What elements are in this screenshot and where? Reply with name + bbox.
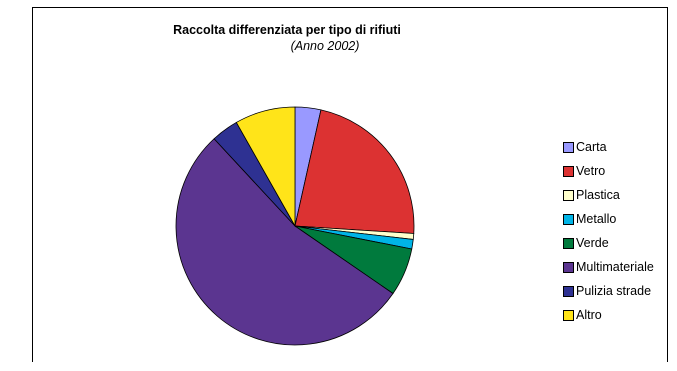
legend-swatch <box>563 237 574 249</box>
legend-swatch <box>563 189 574 201</box>
legend-label: Pulizia strade <box>576 284 652 298</box>
pie-slice-multimateriale <box>175 138 394 346</box>
legend-label: Altro <box>576 308 602 322</box>
legend-swatch <box>563 141 574 153</box>
legend-item-carta: Carta <box>563 135 654 159</box>
legend-label: Carta <box>576 140 607 154</box>
legend-item-plastica: Plastica <box>563 183 654 207</box>
legend-swatch <box>563 213 574 225</box>
legend-label: Vetro <box>576 164 606 178</box>
legend-label: Plastica <box>576 188 620 202</box>
legend-swatch <box>563 165 574 177</box>
legend-item-vetro: Vetro <box>563 159 654 183</box>
legend-item-altro: Altro <box>563 303 654 327</box>
chart-title: Raccolta differenziata per tipo di rifiu… <box>173 23 401 37</box>
legend: Carta Vetro Plastica Metallo Verde Multimater… <box>563 135 654 327</box>
legend-item-verde: Verde <box>563 231 654 255</box>
legend-label: Verde <box>576 236 609 250</box>
legend-label: Multimateriale <box>576 260 654 274</box>
legend-item-multimateriale: Multimateriale <box>563 255 654 279</box>
pie-slice-altro <box>235 106 296 228</box>
legend-item-pulizia-strade: Pulizia strade <box>563 279 654 303</box>
legend-swatch <box>563 309 574 321</box>
legend-swatch <box>563 285 574 297</box>
legend-label: Metallo <box>576 212 617 226</box>
legend-item-metallo: Metallo <box>563 207 654 231</box>
legend-swatch <box>563 261 574 273</box>
chart-subtitle: (Anno 2002) <box>290 39 360 53</box>
pie-slice-vetro <box>294 109 415 234</box>
